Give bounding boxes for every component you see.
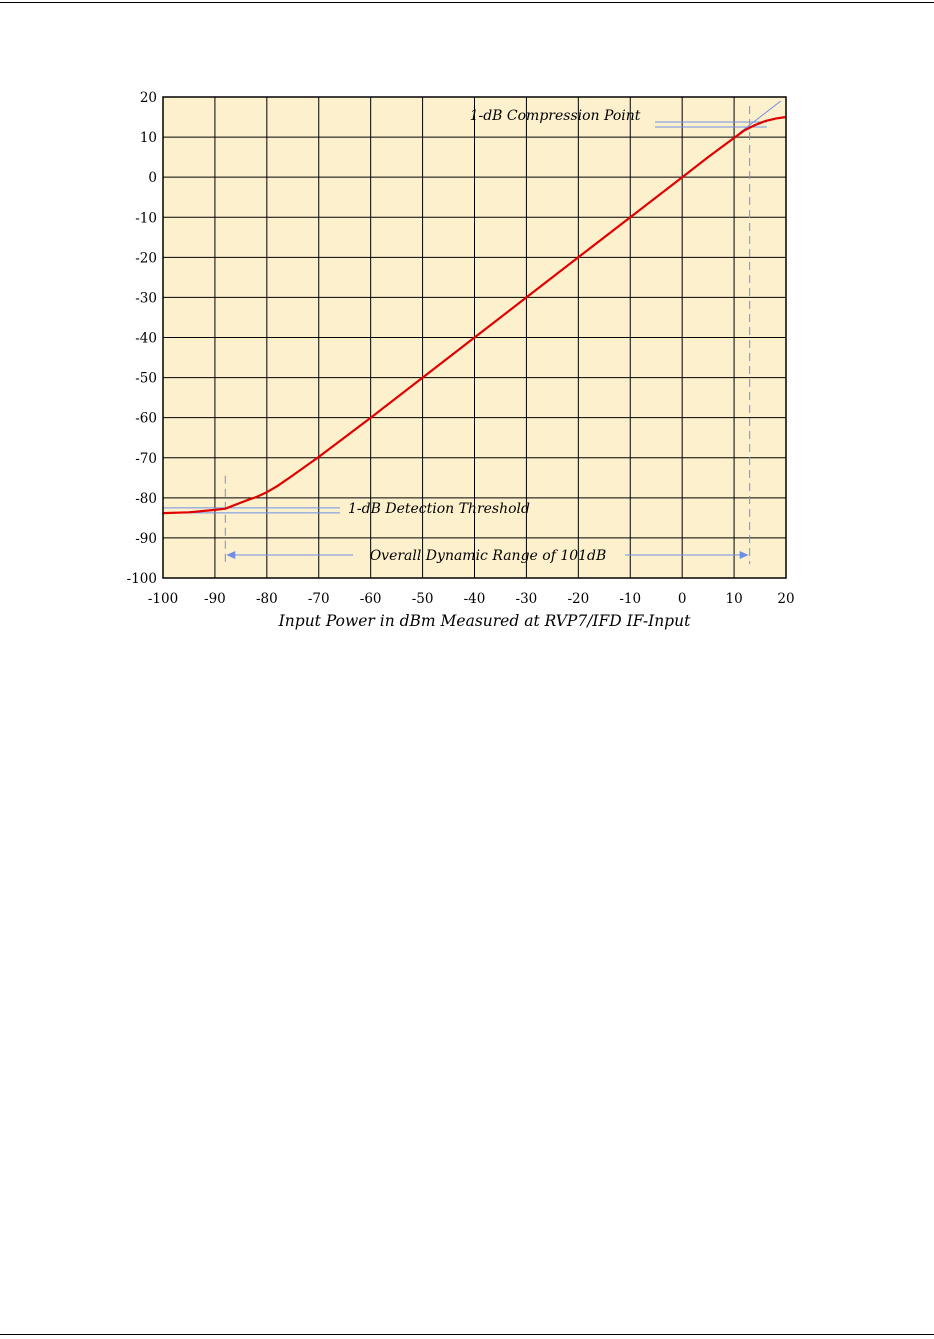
x-tick-label: -40 <box>464 591 486 607</box>
data-point <box>754 124 756 126</box>
plot-frame <box>162 96 787 579</box>
y-tick-label: -80 <box>135 491 157 507</box>
data-point <box>473 336 476 339</box>
page-bottom-rule <box>0 1334 934 1335</box>
x-tick-label: -60 <box>360 591 382 607</box>
data-point <box>733 137 735 139</box>
x-tick-label: -90 <box>204 591 226 607</box>
x-tick-label: -50 <box>412 591 434 607</box>
y-tick-label: -40 <box>135 331 157 347</box>
data-point <box>525 296 528 299</box>
data-point <box>707 156 709 158</box>
y-tick-label: -70 <box>135 451 157 467</box>
data-point <box>255 496 258 498</box>
data-point <box>421 376 424 379</box>
data-point <box>577 256 580 259</box>
data-point <box>266 491 268 494</box>
y-tick-label: -30 <box>135 290 157 306</box>
x-axis-title: Input Power in dBm Measured at RVP7/IFD … <box>278 612 691 630</box>
y-tick-label: -20 <box>135 250 157 266</box>
x-tick-label: -70 <box>308 591 330 607</box>
y-tick-label: 10 <box>140 130 157 146</box>
data-point <box>245 499 247 502</box>
data-point <box>291 474 294 477</box>
y-tick-labels: 20 10 0 -10 -20 -30 -40 -50 -60 -70 -80 -90 -100 <box>127 90 157 587</box>
x-tick-label: 0 <box>678 591 687 607</box>
x-tick-labels: -100 -90 -80 -70 -60 -50 -40 -30 -20 -10 0 10 20 <box>148 591 795 607</box>
y-tick-label: -50 <box>135 371 157 387</box>
dynamic-range-chart: -100 -90 -80 -70 -60 -50 -40 -30 -20 -10 0 10 20 201… <box>127 90 795 630</box>
linear-reference-line <box>738 100 782 134</box>
data-point <box>276 485 279 488</box>
data-point <box>224 507 227 510</box>
data-point <box>214 509 216 511</box>
x-tick-label: -80 <box>256 591 278 607</box>
data-point <box>681 176 683 178</box>
compression-point-label: 1-dB Compression Point <box>470 108 641 124</box>
range-arrow-head-left <box>226 551 236 559</box>
data-point <box>629 216 632 219</box>
detection-threshold-label: 1-dB Detection Threshold <box>348 501 530 517</box>
data-point <box>764 120 767 122</box>
page-top-rule <box>0 2 934 3</box>
y-tick-label: 0 <box>148 170 157 186</box>
data-point <box>188 511 190 514</box>
range-arrow-head-right <box>739 551 749 559</box>
x-tick-label: -30 <box>516 591 538 607</box>
y-tick-label: 20 <box>140 90 157 106</box>
x-tick-label: -20 <box>567 591 589 607</box>
data-point <box>369 416 372 419</box>
x-tick-label: -10 <box>619 591 641 607</box>
annotation-labels: 1-dB Compression Point 1-dB Detection Thr… <box>348 108 641 564</box>
series-layer <box>162 115 787 515</box>
data-point <box>774 117 777 120</box>
data-point <box>743 129 746 132</box>
y-tick-label: -10 <box>135 210 157 226</box>
x-tick-label: 20 <box>777 591 794 607</box>
y-tick-label: -90 <box>135 531 157 547</box>
x-tick-label: 10 <box>725 591 742 607</box>
data-point <box>234 503 237 506</box>
data-point <box>317 456 320 458</box>
y-tick-label: -60 <box>135 411 157 427</box>
x-tick-label: -100 <box>148 591 178 607</box>
y-tick-label: -100 <box>127 571 157 587</box>
dynamic-range-label: Overall Dynamic Range of 101dB <box>370 548 607 564</box>
